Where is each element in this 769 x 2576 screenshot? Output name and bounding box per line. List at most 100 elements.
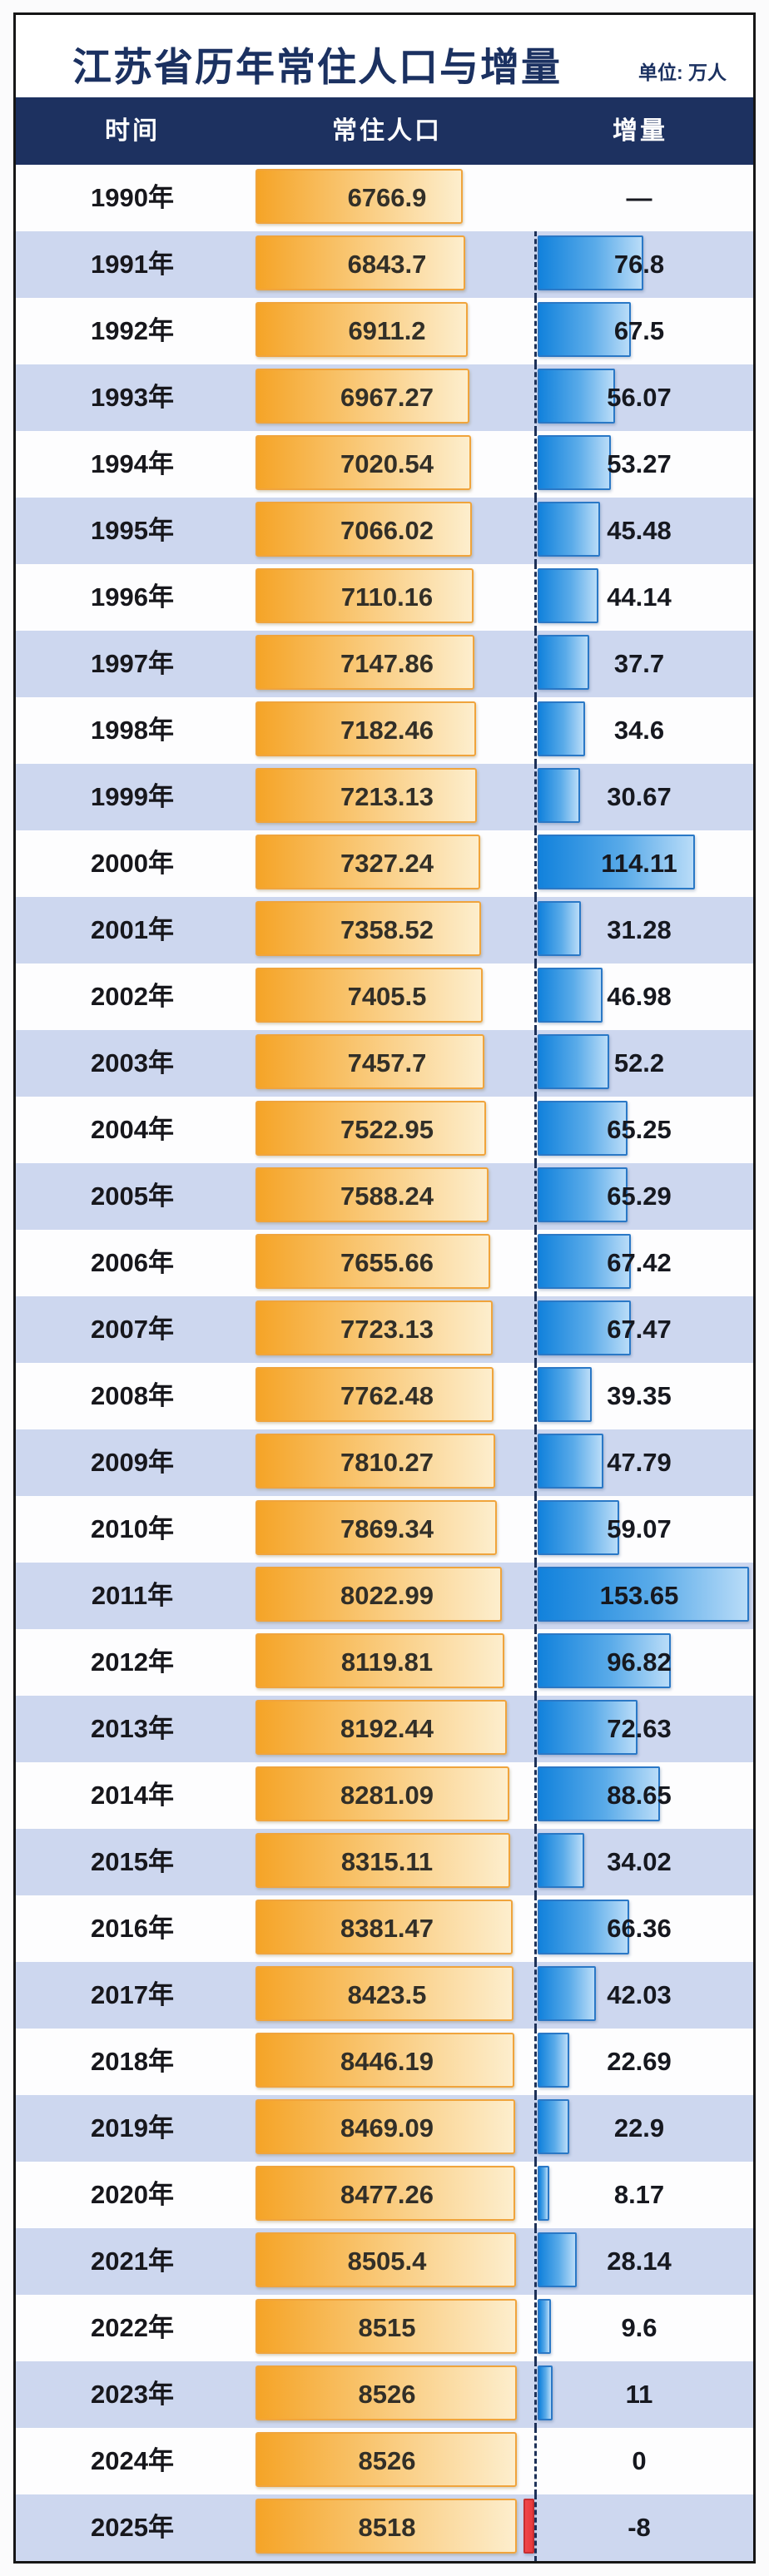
population-bar xyxy=(256,1766,509,1821)
population-bar xyxy=(256,1833,510,1888)
table-row: 2008年 7762.48 39.35 xyxy=(16,1363,753,1429)
table-row: 1995年 7066.02 45.48 xyxy=(16,498,753,564)
population-bar xyxy=(256,2299,517,2354)
table-row: 1996年 7110.16 44.14 xyxy=(16,564,753,631)
year-label: 1993年 xyxy=(91,383,174,412)
increment-baseline xyxy=(534,2428,537,2494)
increment-value: 39.35 xyxy=(607,1381,672,1410)
table-row: 1990年 6766.9 — xyxy=(16,165,753,231)
population-value: 8446.19 xyxy=(340,2047,434,2076)
population-bar xyxy=(256,235,465,290)
table-row: 2022年 8515 9.6 xyxy=(16,2295,753,2361)
increment-baseline xyxy=(534,897,537,964)
year-label: 1995年 xyxy=(91,516,174,545)
population-bar xyxy=(256,2432,517,2487)
population-bar xyxy=(256,369,469,424)
increment-bar xyxy=(538,568,598,623)
year-label: 1991年 xyxy=(91,250,174,279)
increment-bar xyxy=(538,1434,603,1489)
table-row: 2004年 7522.95 65.25 xyxy=(16,1097,753,1163)
table-row: 2010年 7869.34 59.07 xyxy=(16,1496,753,1563)
year-label: 2000年 xyxy=(91,849,174,878)
population-bar xyxy=(256,1700,507,1755)
population-value: 7182.46 xyxy=(340,716,434,745)
increment-bar xyxy=(538,2033,569,2088)
table-row: 1999年 7213.13 30.67 xyxy=(16,764,753,830)
table-row: 2021年 8505.4 28.14 xyxy=(16,2228,753,2295)
population-bar xyxy=(256,1101,486,1156)
increment-value: 114.11 xyxy=(601,849,677,878)
population-bar xyxy=(256,1300,493,1355)
population-value: 8281.09 xyxy=(340,1781,434,1810)
increment-bar xyxy=(538,1500,619,1555)
increment-baseline xyxy=(534,1163,537,1230)
increment-bar xyxy=(538,635,589,690)
increment-bar xyxy=(538,1234,631,1289)
population-value: 7588.24 xyxy=(340,1181,434,1211)
population-bar xyxy=(256,768,477,823)
population-value: 7327.24 xyxy=(340,849,434,878)
population-value: 7066.02 xyxy=(340,516,434,545)
year-label: 2013年 xyxy=(91,1714,174,1743)
population-value: 8526 xyxy=(358,2380,416,2409)
population-bar xyxy=(256,1367,494,1422)
increment-bar xyxy=(538,1833,584,1888)
population-value: 6967.27 xyxy=(340,383,434,412)
population-value: 7405.5 xyxy=(347,982,427,1011)
population-value: 8515 xyxy=(358,2313,416,2342)
increment-value: 30.67 xyxy=(607,782,672,811)
population-value: 7020.54 xyxy=(340,449,434,478)
table-header: 时间 常住人口 增量 xyxy=(16,97,753,165)
table-row: 1997年 7147.86 37.7 xyxy=(16,631,753,697)
population-bar xyxy=(256,2232,516,2287)
population-bar xyxy=(256,2099,515,2154)
increment-value: 34.6 xyxy=(613,716,665,745)
increment-value: 42.03 xyxy=(607,1980,672,2009)
title-bar: 江苏省历年常住人口与增量 单位: 万人 xyxy=(16,15,753,97)
increment-baseline xyxy=(534,1496,537,1563)
population-bar xyxy=(256,302,468,357)
table-row: 2014年 8281.09 88.65 xyxy=(16,1762,753,1829)
increment-value: 44.14 xyxy=(607,582,672,612)
increment-value: 56.07 xyxy=(607,383,672,412)
increment-baseline xyxy=(534,2361,537,2428)
increment-value: 67.5 xyxy=(613,316,665,345)
year-label: 2021年 xyxy=(91,2247,174,2276)
population-bar xyxy=(256,835,480,889)
increment-baseline xyxy=(534,631,537,697)
year-label: 1998年 xyxy=(91,716,174,745)
increment-baseline xyxy=(534,231,537,298)
table-row: 2016年 8381.47 66.36 xyxy=(16,1895,753,1962)
table-row: 2017年 8423.5 42.03 xyxy=(16,1962,753,2029)
increment-baseline xyxy=(534,2162,537,2228)
population-bar xyxy=(256,701,476,756)
increment-baseline xyxy=(534,2095,537,2162)
increment-baseline xyxy=(534,498,537,564)
year-label: 2014年 xyxy=(91,1781,174,1810)
increment-bar xyxy=(538,2365,553,2420)
increment-bar xyxy=(538,502,600,557)
increment-bar xyxy=(538,2166,549,2221)
year-label: 1999年 xyxy=(91,782,174,811)
increment-value: 67.47 xyxy=(607,1315,672,1344)
population-value: 8423.5 xyxy=(347,1980,427,2009)
increment-baseline xyxy=(534,364,537,431)
year-label: 1997年 xyxy=(91,649,174,678)
year-label: 2022年 xyxy=(91,2313,174,2342)
population-value: 8526 xyxy=(358,2446,416,2475)
year-label: 2001年 xyxy=(91,915,174,944)
population-value: 8315.11 xyxy=(340,1847,434,1876)
population-value: 7655.66 xyxy=(340,1248,434,1277)
population-bar xyxy=(256,901,481,956)
increment-baseline xyxy=(534,1563,537,1629)
year-label: 2009年 xyxy=(91,1448,174,1477)
population-value: 7762.48 xyxy=(340,1381,434,1410)
table-row: 2011年 8022.99 153.65 xyxy=(16,1563,753,1629)
population-bar xyxy=(256,1034,484,1089)
table-row: 1992年 6911.2 67.5 xyxy=(16,298,753,364)
table-row: 2015年 8315.11 34.02 xyxy=(16,1829,753,1895)
increment-value: 59.07 xyxy=(607,1514,672,1543)
population-bar xyxy=(256,968,483,1023)
chart-title: 江苏省历年常住人口与增量 xyxy=(72,45,562,89)
increment-value: 153.65 xyxy=(599,1581,679,1610)
